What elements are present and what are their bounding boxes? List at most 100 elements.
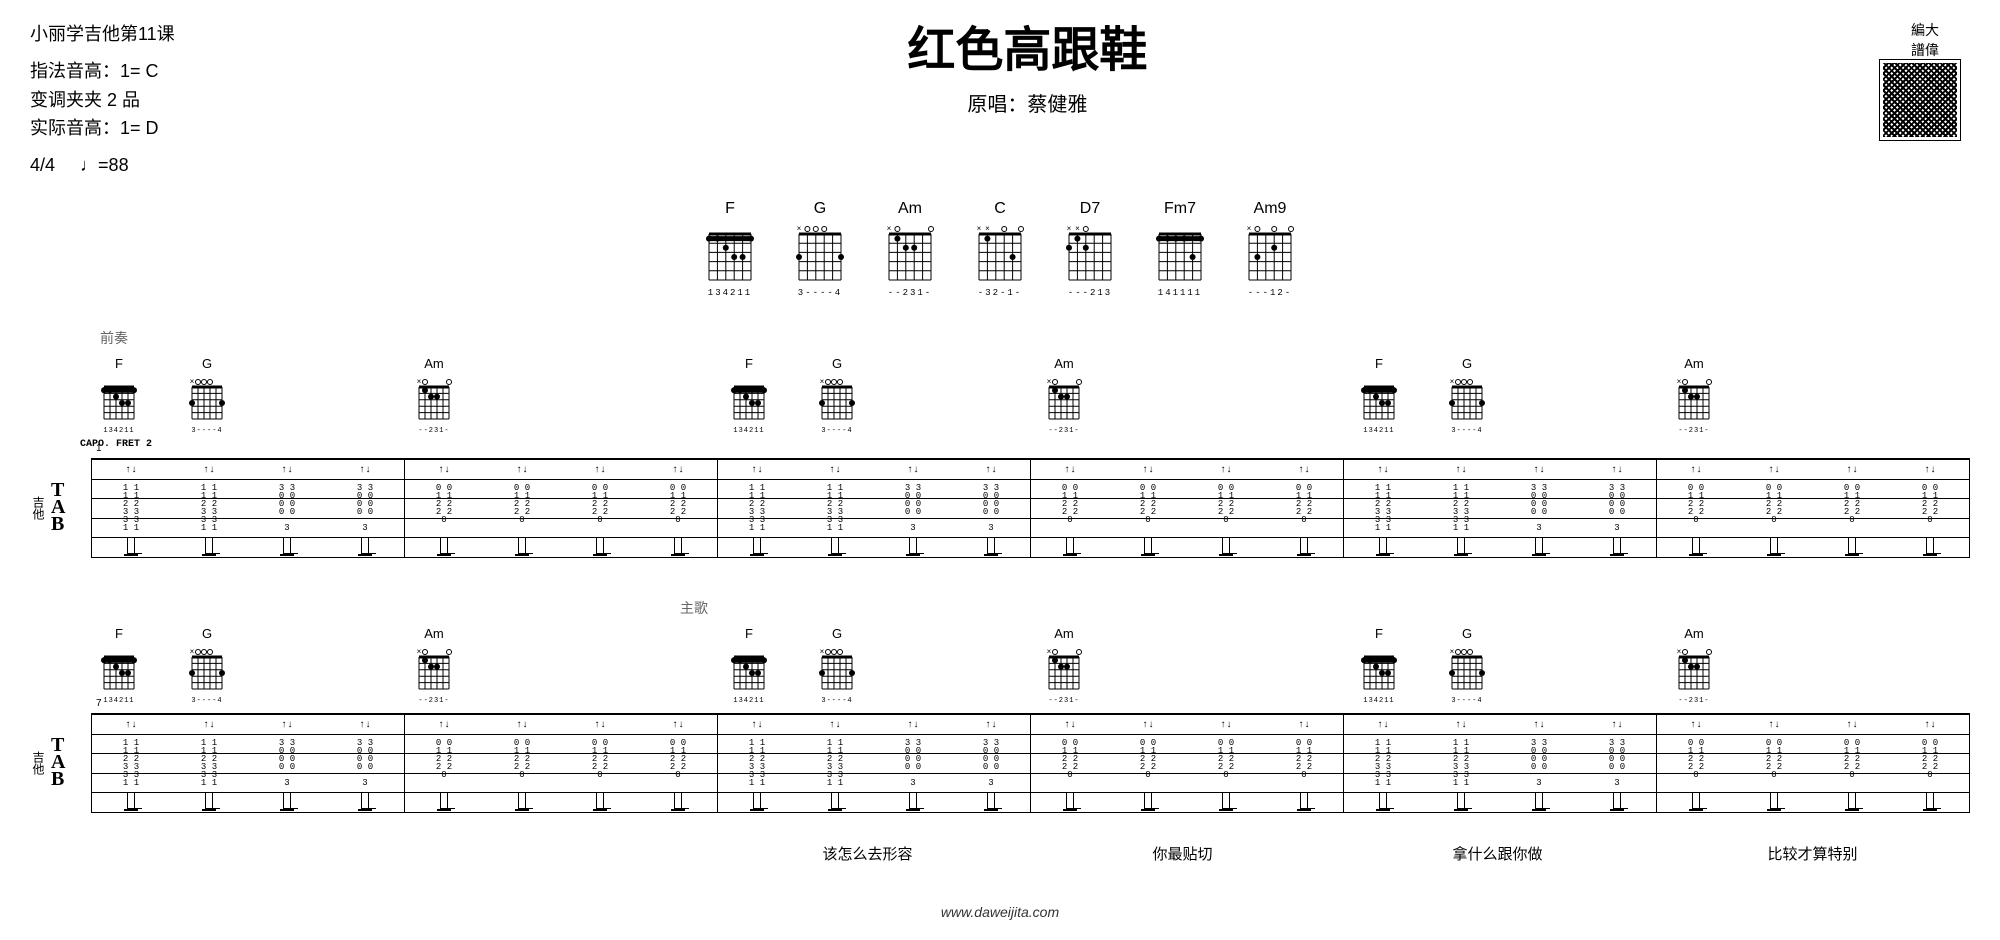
tab-notes: 0 0 1 1 2 2 2 2 0 ↑↓0 0 1 1 2 2 2 2 0 ↑↓… [1657,459,1969,557]
info-line: 实际音高：1= D [30,114,175,143]
strum-arrows: ↑↓ [1218,721,1234,730]
strum-arrows: ↑↓ [592,721,608,730]
info-line: 变调夹夹 2 品 [30,86,175,115]
chord-grid: × [1045,645,1083,693]
chord-name: Am9 [1254,200,1287,218]
svg-text:×: × [1450,377,1455,386]
instrument-label: 吉他 [30,496,47,520]
chord-fingering: --231- [1048,427,1079,435]
chord-fingering: 141111 [1158,288,1202,298]
chord-grid: × [188,645,226,693]
chord-name: Am [1054,626,1074,641]
tab-notes: 1 1 1 1 2 2 3 3 3 3 1 1 ↑↓1 1 1 1 2 2 3 … [718,714,1030,812]
chord-name: F [1375,626,1383,641]
strum-arrows: ↑↓ [827,721,843,730]
chord-diagram: Am × --231- [1045,356,1083,435]
chord-name: Am [424,356,444,371]
strum-arrows: ↑↓ [123,721,139,730]
measure: 1 1 1 1 2 2 3 3 3 3 1 1 ↑↓1 1 1 1 2 2 3 … [1344,714,1657,812]
chord-grid: × [885,222,935,284]
chord-grid [100,645,138,693]
chord-grid: × [1045,375,1083,423]
tab-notes: 0 0 1 1 2 2 2 2 0 ↑↓0 0 1 1 2 2 2 2 0 ↑↓… [1031,459,1343,557]
tab-staff: 吉他TAB11 1 1 1 2 2 3 3 3 3 1 1 ↑↓1 1 1 1 … [30,458,1970,558]
lesson-title: 小丽学吉他第11课 [30,20,175,49]
measure: 0 0 1 1 2 2 2 2 0 ↑↓0 0 1 1 2 2 2 2 0 ↑↓… [1657,459,1970,557]
svg-text:×: × [887,224,892,233]
measure: 1 1 1 1 2 2 3 3 3 3 1 1 ↑↓1 1 1 1 2 2 3 … [1344,459,1657,557]
footer-url: www.daweijita.com [30,904,1970,920]
strum-arrows: ↑↓ [279,466,295,475]
chord-fingering: 134211 [733,697,764,705]
strum-arrows: ↑↓ [983,721,999,730]
instrument-label: 吉他 [30,751,47,775]
measure: 0 0 1 1 2 2 2 2 0 ↑↓0 0 1 1 2 2 2 2 0 ↑↓… [405,459,718,557]
chord-fingering: -32-1- [978,288,1022,298]
bar-number: 7 [96,698,102,709]
chord-diagram: F 134211 [1360,356,1398,435]
chord-row: F 134211 G × 3----4 Am × --231- F 134211… [30,356,1970,435]
chord-diagram: G × 3----4 [818,356,856,435]
tab-notes: 1 1 1 1 2 2 3 3 3 3 1 1 ↑↓1 1 1 1 2 2 3 … [1344,459,1656,557]
strum-arrows: ↑↓ [670,721,686,730]
strum-arrows: ↑↓ [1609,466,1625,475]
chord-fingering: 134211 [1363,697,1394,705]
chord-name: C [994,200,1006,218]
tempo: ♩=88 [80,155,129,175]
chord-fingering: --231- [1048,697,1079,705]
chord-name: F [115,356,123,371]
strum-arrows: ↑↓ [1688,466,1704,475]
chord-diagram: G × 3----4 [188,626,226,705]
chord-legend: F 134211 G × 3----4 Am × --231- C ×× -32… [30,200,1970,298]
lyric-cell [395,843,710,864]
chord-fingering: 3----4 [821,697,852,705]
chord-name: G [832,626,842,641]
chord-diagram: G × 3----4 [1448,626,1486,705]
chord-diagram: F 134211 [730,626,768,705]
strum-arrows: ↑↓ [1609,721,1625,730]
strum-arrows: ↑↓ [514,466,530,475]
strum-arrows: ↑↓ [1766,721,1782,730]
measure: 11 1 1 1 2 2 3 3 3 3 1 1 ↑↓1 1 1 1 2 2 3… [91,459,405,557]
chord-fingering: 3----4 [821,427,852,435]
strum-arrows: ↑↓ [1218,466,1234,475]
strum-arrows: ↑↓ [436,721,452,730]
chord-fingering: 134211 [1363,427,1394,435]
svg-text:×: × [1067,224,1072,233]
chord-grid: × [1448,645,1486,693]
chord-grid: × [818,645,856,693]
svg-text:×: × [417,377,422,386]
strum-arrows: ↑↓ [357,721,373,730]
tab-notes: 0 0 1 1 2 2 2 2 0 ↑↓0 0 1 1 2 2 2 2 0 ↑↓… [1031,714,1343,812]
lyric-cell: 该怎么去形容 [710,843,1025,864]
qr-brand: 編大 譜偉 [1880,20,1970,60]
chord-diagram: Fm7 141111 [1155,200,1205,298]
chord-name: Am [424,626,444,641]
strum-arrows: ↑↓ [357,466,373,475]
chord-diagram: D7 ×× ---213 [1065,200,1115,298]
chord-fingering: 3----4 [798,288,842,298]
chord-name: Am [898,200,922,218]
chord-row: F 134211 G × 3----4 Am × --231- F 134211… [30,626,1970,705]
tab-notes: 0 0 1 1 2 2 2 2 0 ↑↓0 0 1 1 2 2 2 2 0 ↑↓… [405,459,717,557]
tab-clef: TAB [51,458,91,558]
strum-arrows: ↑↓ [201,466,217,475]
chord-fingering: 134211 [103,427,134,435]
strum-arrows: ↑↓ [905,466,921,475]
chord-diagram: Am × --231- [1045,626,1083,705]
svg-text:×: × [190,647,195,656]
chord-diagram: G × 3----4 [188,356,226,435]
chord-grid: ×× [1065,222,1115,284]
chord-name: F [745,356,753,371]
strum-arrows: ↑↓ [1688,721,1704,730]
chord-grid [1360,375,1398,423]
chord-fingering: ---12- [1248,288,1292,298]
chord-name: Am [1684,626,1704,641]
chord-fingering: 3----4 [191,427,222,435]
strum-arrows: ↑↓ [1140,466,1156,475]
chord-diagram: F 134211 [1360,626,1398,705]
chord-fingering: 3----4 [1451,697,1482,705]
chord-name: F [725,200,735,218]
strum-arrows: ↑↓ [749,466,765,475]
svg-text:×: × [820,647,825,656]
